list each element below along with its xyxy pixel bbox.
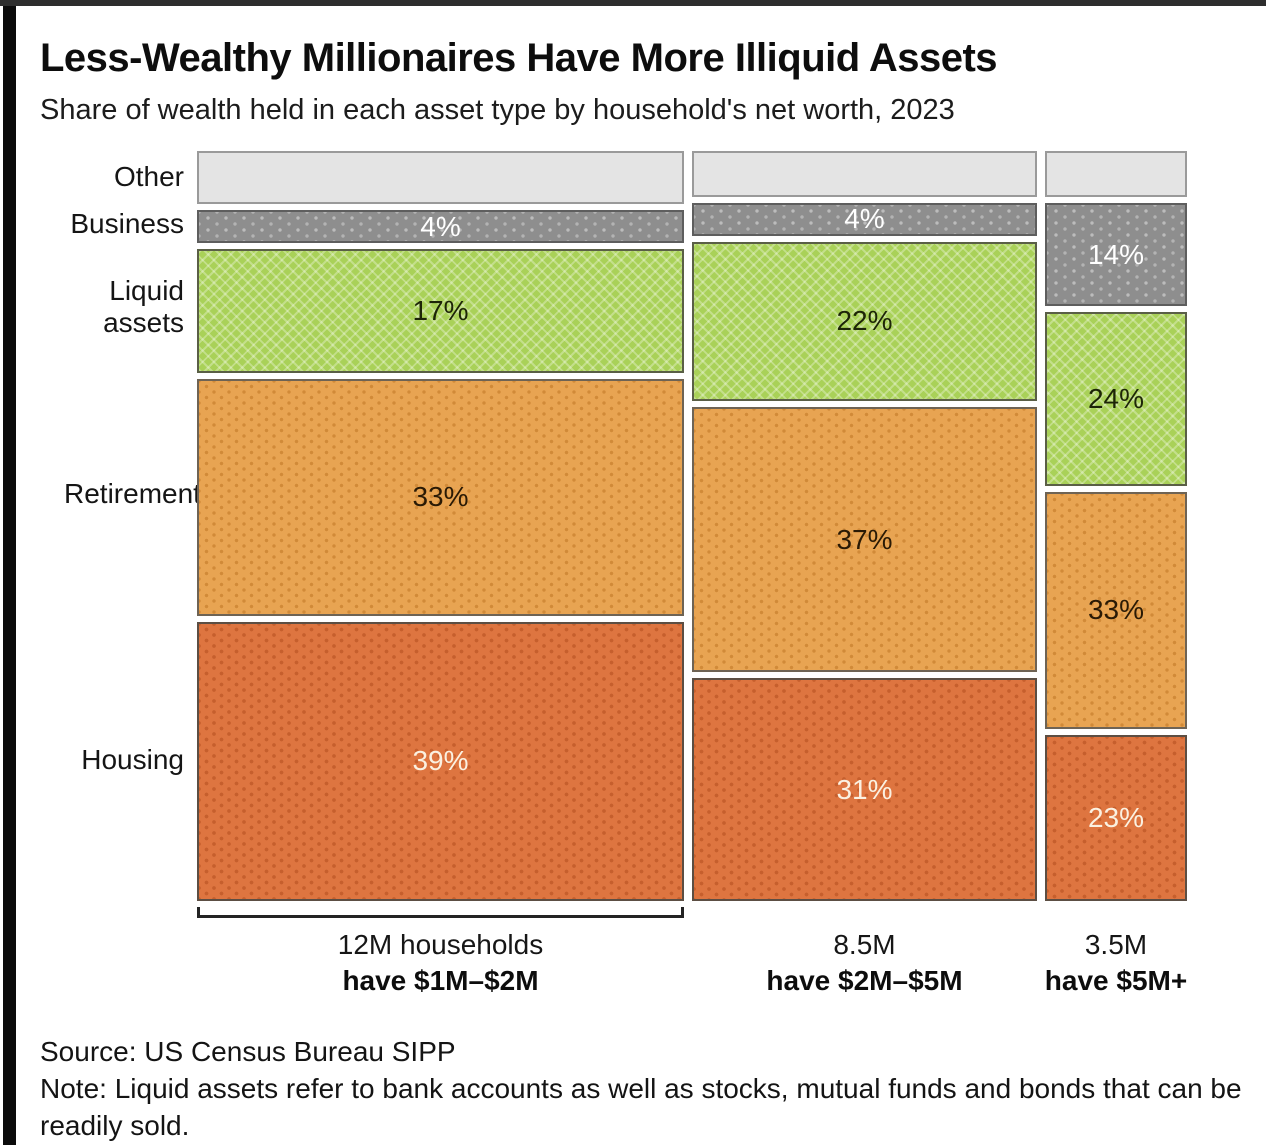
segment-business-col2: 4% [692, 203, 1037, 236]
group-count-label: 3.5M [1084, 929, 1148, 960]
group-range-label: have $1M–$2M [342, 965, 539, 996]
segment-value: 23% [1087, 801, 1144, 833]
segment-housing-col3: 23% [1044, 734, 1187, 901]
group-bracket [197, 907, 684, 918]
segment-liquid-col1: 17% [197, 248, 684, 373]
column-2m-5m: 4% 22% 37% 31% [692, 151, 1037, 901]
segment-value: 31% [836, 773, 893, 805]
group-count-label: 8.5M [833, 929, 896, 960]
segment-business-col1: 4% [197, 210, 684, 243]
source-line: Source: US Census Bureau SIPP [40, 1036, 456, 1067]
window-left-edge [3, 6, 16, 1145]
note-line: Note: Liquid assets refer to bank accoun… [40, 1073, 1242, 1141]
y-axis-labels: Other Business Liquid assets Retirement … [40, 151, 201, 901]
segment-value: 39% [412, 745, 469, 777]
segment-other-col2 [692, 151, 1037, 198]
segment-business-col3: 14% [1044, 203, 1187, 307]
column-1m-2m: 4% 17% 33% 39% [197, 151, 684, 901]
mosaic-chart: Other Business Liquid assets Retirement … [40, 151, 1256, 901]
row-label-housing: Housing [81, 744, 184, 776]
segment-housing-col1: 39% [197, 621, 684, 901]
window-top-bar [0, 0, 1266, 6]
segment-retirement-col2: 37% [692, 406, 1037, 673]
segment-value: 14% [1087, 238, 1144, 270]
chart-container: Less-Wealthy Millionaires Have More Illi… [16, 6, 1266, 1144]
segment-value: 22% [836, 305, 893, 337]
group-count-label: 12M households [337, 929, 544, 960]
plot-area: 4% 17% 33% 39% 4% 22% 37% 31% 14% 24% 33… [197, 151, 1187, 901]
segment-retirement-col1: 33% [197, 378, 684, 616]
segment-value: 24% [1087, 382, 1144, 414]
row-label-liquid-assets: Liquid assets [103, 275, 184, 338]
segment-liquid-col2: 22% [692, 241, 1037, 401]
group-1m-2m: 12M households have $1M–$2M [197, 907, 684, 997]
row-label-business: Business [70, 207, 184, 239]
segment-value: 37% [836, 523, 893, 555]
segment-liquid-col3: 24% [1044, 312, 1187, 486]
row-label-other: Other [113, 160, 184, 192]
row-label-retirement: Retirement [64, 477, 201, 509]
group-range-label: have $5M+ [1044, 965, 1188, 996]
segment-value: 4% [844, 203, 885, 235]
source-and-note: Source: US Census Bureau SIPP Note: Liqu… [40, 1033, 1252, 1144]
column-5m-plus: 14% 24% 33% 23% [1044, 151, 1187, 901]
segment-value: 33% [1087, 594, 1144, 626]
chart-subtitle: Share of wealth held in each asset type … [40, 94, 955, 126]
group-range-label: have $2M–$5M [766, 965, 963, 996]
segment-housing-col2: 31% [692, 678, 1037, 901]
segment-value: 33% [412, 481, 469, 513]
segment-value: 4% [420, 210, 461, 242]
segment-retirement-col3: 33% [1044, 491, 1187, 729]
x-axis-groups: 12M households have $1M–$2M 8.5M have $2… [197, 907, 1187, 997]
segment-other-col1 [197, 151, 684, 205]
segment-other-col3 [1044, 151, 1187, 198]
segment-value: 17% [412, 294, 469, 326]
group-5m-plus: 3.5M have $5M+ [1045, 907, 1187, 997]
group-2m-5m: 8.5M have $2M–$5M [692, 907, 1037, 997]
chart-title: Less-Wealthy Millionaires Have More Illi… [40, 36, 998, 80]
